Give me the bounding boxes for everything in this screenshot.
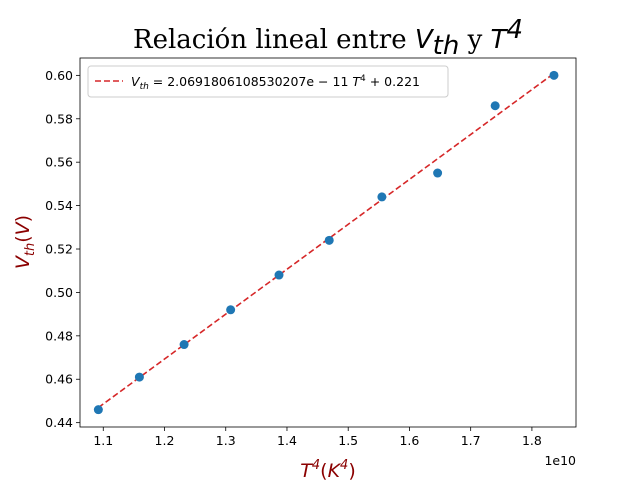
data-point — [490, 101, 500, 111]
title-joiner: y — [459, 25, 490, 55]
legend-sup: 4 — [360, 74, 366, 84]
data-point — [274, 270, 284, 280]
legend-eq: = 2.0691806108530207e − 11 — [149, 74, 353, 89]
xlabel-var: T — [300, 460, 313, 480]
xlabel-unit: K — [328, 460, 342, 480]
data-points-group — [93, 70, 559, 415]
legend-box — [87, 65, 449, 98]
xlabel-sup: 4 — [312, 458, 320, 473]
data-point — [134, 372, 144, 382]
y-tick-label: 0.60 — [45, 68, 73, 83]
x-tick-label: 1.3 — [216, 433, 236, 448]
legend-var: V — [131, 74, 141, 89]
data-point — [433, 168, 443, 178]
plot-frame — [79, 57, 577, 428]
title-prefix: Relación lineal entre — [133, 25, 415, 55]
legend-sub: th — [140, 82, 150, 92]
ylabel-unit: V — [12, 220, 34, 235]
y-tick-label: 0.54 — [45, 198, 73, 213]
y-tick-label: 0.44 — [45, 415, 73, 430]
data-point — [179, 340, 189, 350]
legend-entry-fit: Vth = 2.0691806108530207e − 11 T4 + 0.22… — [131, 74, 420, 92]
y-tick-label: 0.52 — [45, 242, 73, 257]
y-tick-label: 0.58 — [45, 111, 73, 126]
data-point — [93, 405, 103, 415]
data-point — [226, 305, 236, 315]
data-point — [549, 70, 559, 80]
y-tick-label: 0.46 — [45, 372, 73, 387]
xlabel-close: ) — [348, 460, 355, 480]
x-tick-label: 1.4 — [277, 433, 297, 448]
x-axis-ticks: 1.1 1.2 1.3 1.4 1.5 1.6 1.7 1.8 — [93, 427, 542, 448]
x-tick-label: 1.5 — [338, 433, 358, 448]
xlabel-unit-sup: 4 — [340, 458, 348, 473]
ylabel-var: V — [12, 254, 34, 269]
title-var1-sub: th — [433, 31, 460, 61]
x-axis-label: T4(K4) — [300, 458, 355, 480]
legend-tail: + 0.221 — [366, 74, 420, 89]
ylabel-open: ( — [12, 235, 34, 242]
x-tick-label: 1.7 — [461, 433, 481, 448]
data-point — [377, 192, 387, 202]
y-axis-label: Vth(V) — [12, 215, 38, 269]
x-tick-label: 1.1 — [93, 433, 113, 448]
y-tick-label: 0.56 — [45, 155, 73, 170]
title-var1: V — [415, 25, 435, 55]
xlabel-open: ( — [320, 460, 327, 480]
data-point — [324, 235, 334, 245]
ylabel-sub: th — [23, 243, 38, 256]
x-tick-label: 1.2 — [155, 433, 175, 448]
legend-var2: T — [352, 74, 361, 89]
y-axis-ticks: 0.44 0.46 0.48 0.50 0.52 0.54 0.56 0.58 0.60 — [45, 68, 80, 430]
ylabel-close: ) — [12, 215, 34, 222]
title-var2-sup: 4 — [506, 15, 523, 45]
y-tick-label: 0.48 — [45, 328, 73, 343]
x-tick-label: 1.8 — [522, 433, 542, 448]
title-var2: T — [491, 25, 509, 55]
chart-title: Relación lineal entre Vth y T4 — [133, 15, 523, 61]
legend: Vth = 2.0691806108530207e − 11 T4 + 0.22… — [87, 65, 449, 98]
y-tick-label: 0.50 — [45, 285, 73, 300]
x-offset-label: 1e10 — [544, 453, 576, 468]
x-tick-label: 1.6 — [399, 433, 419, 448]
